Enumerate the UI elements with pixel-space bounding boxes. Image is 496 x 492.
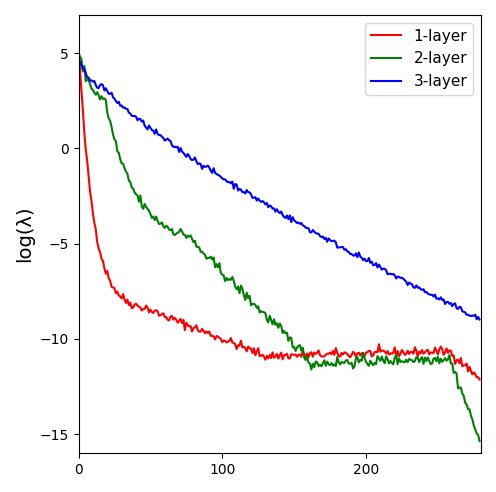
3-layer — [408, 280, 414, 286]
1-layer — [323, 352, 329, 358]
Line: 2-layer: 2-layer — [78, 53, 480, 441]
1-layer — [477, 376, 483, 382]
2-layer — [406, 356, 412, 362]
2-layer — [268, 317, 274, 323]
3-layer — [411, 284, 417, 290]
Legend: 1-layer, 2-layer, 3-layer: 1-layer, 2-layer, 3-layer — [365, 23, 473, 95]
1-layer — [406, 351, 412, 357]
1-layer — [137, 305, 143, 310]
3-layer — [139, 119, 145, 124]
3-layer — [306, 225, 311, 231]
2-layer — [75, 50, 81, 56]
1-layer — [409, 349, 415, 355]
3-layer — [324, 239, 330, 245]
Line: 1-layer: 1-layer — [78, 44, 480, 379]
3-layer — [270, 206, 276, 212]
2-layer — [409, 357, 415, 363]
3-layer — [477, 316, 483, 322]
2-layer — [137, 192, 143, 198]
Line: 3-layer: 3-layer — [78, 62, 480, 319]
1-layer — [268, 355, 274, 361]
1-layer — [75, 41, 81, 47]
3-layer — [77, 59, 83, 64]
2-layer — [304, 354, 310, 360]
Y-axis label: log(λ): log(λ) — [15, 206, 34, 262]
2-layer — [323, 363, 329, 369]
1-layer — [304, 350, 310, 356]
3-layer — [75, 60, 81, 65]
2-layer — [477, 438, 483, 444]
